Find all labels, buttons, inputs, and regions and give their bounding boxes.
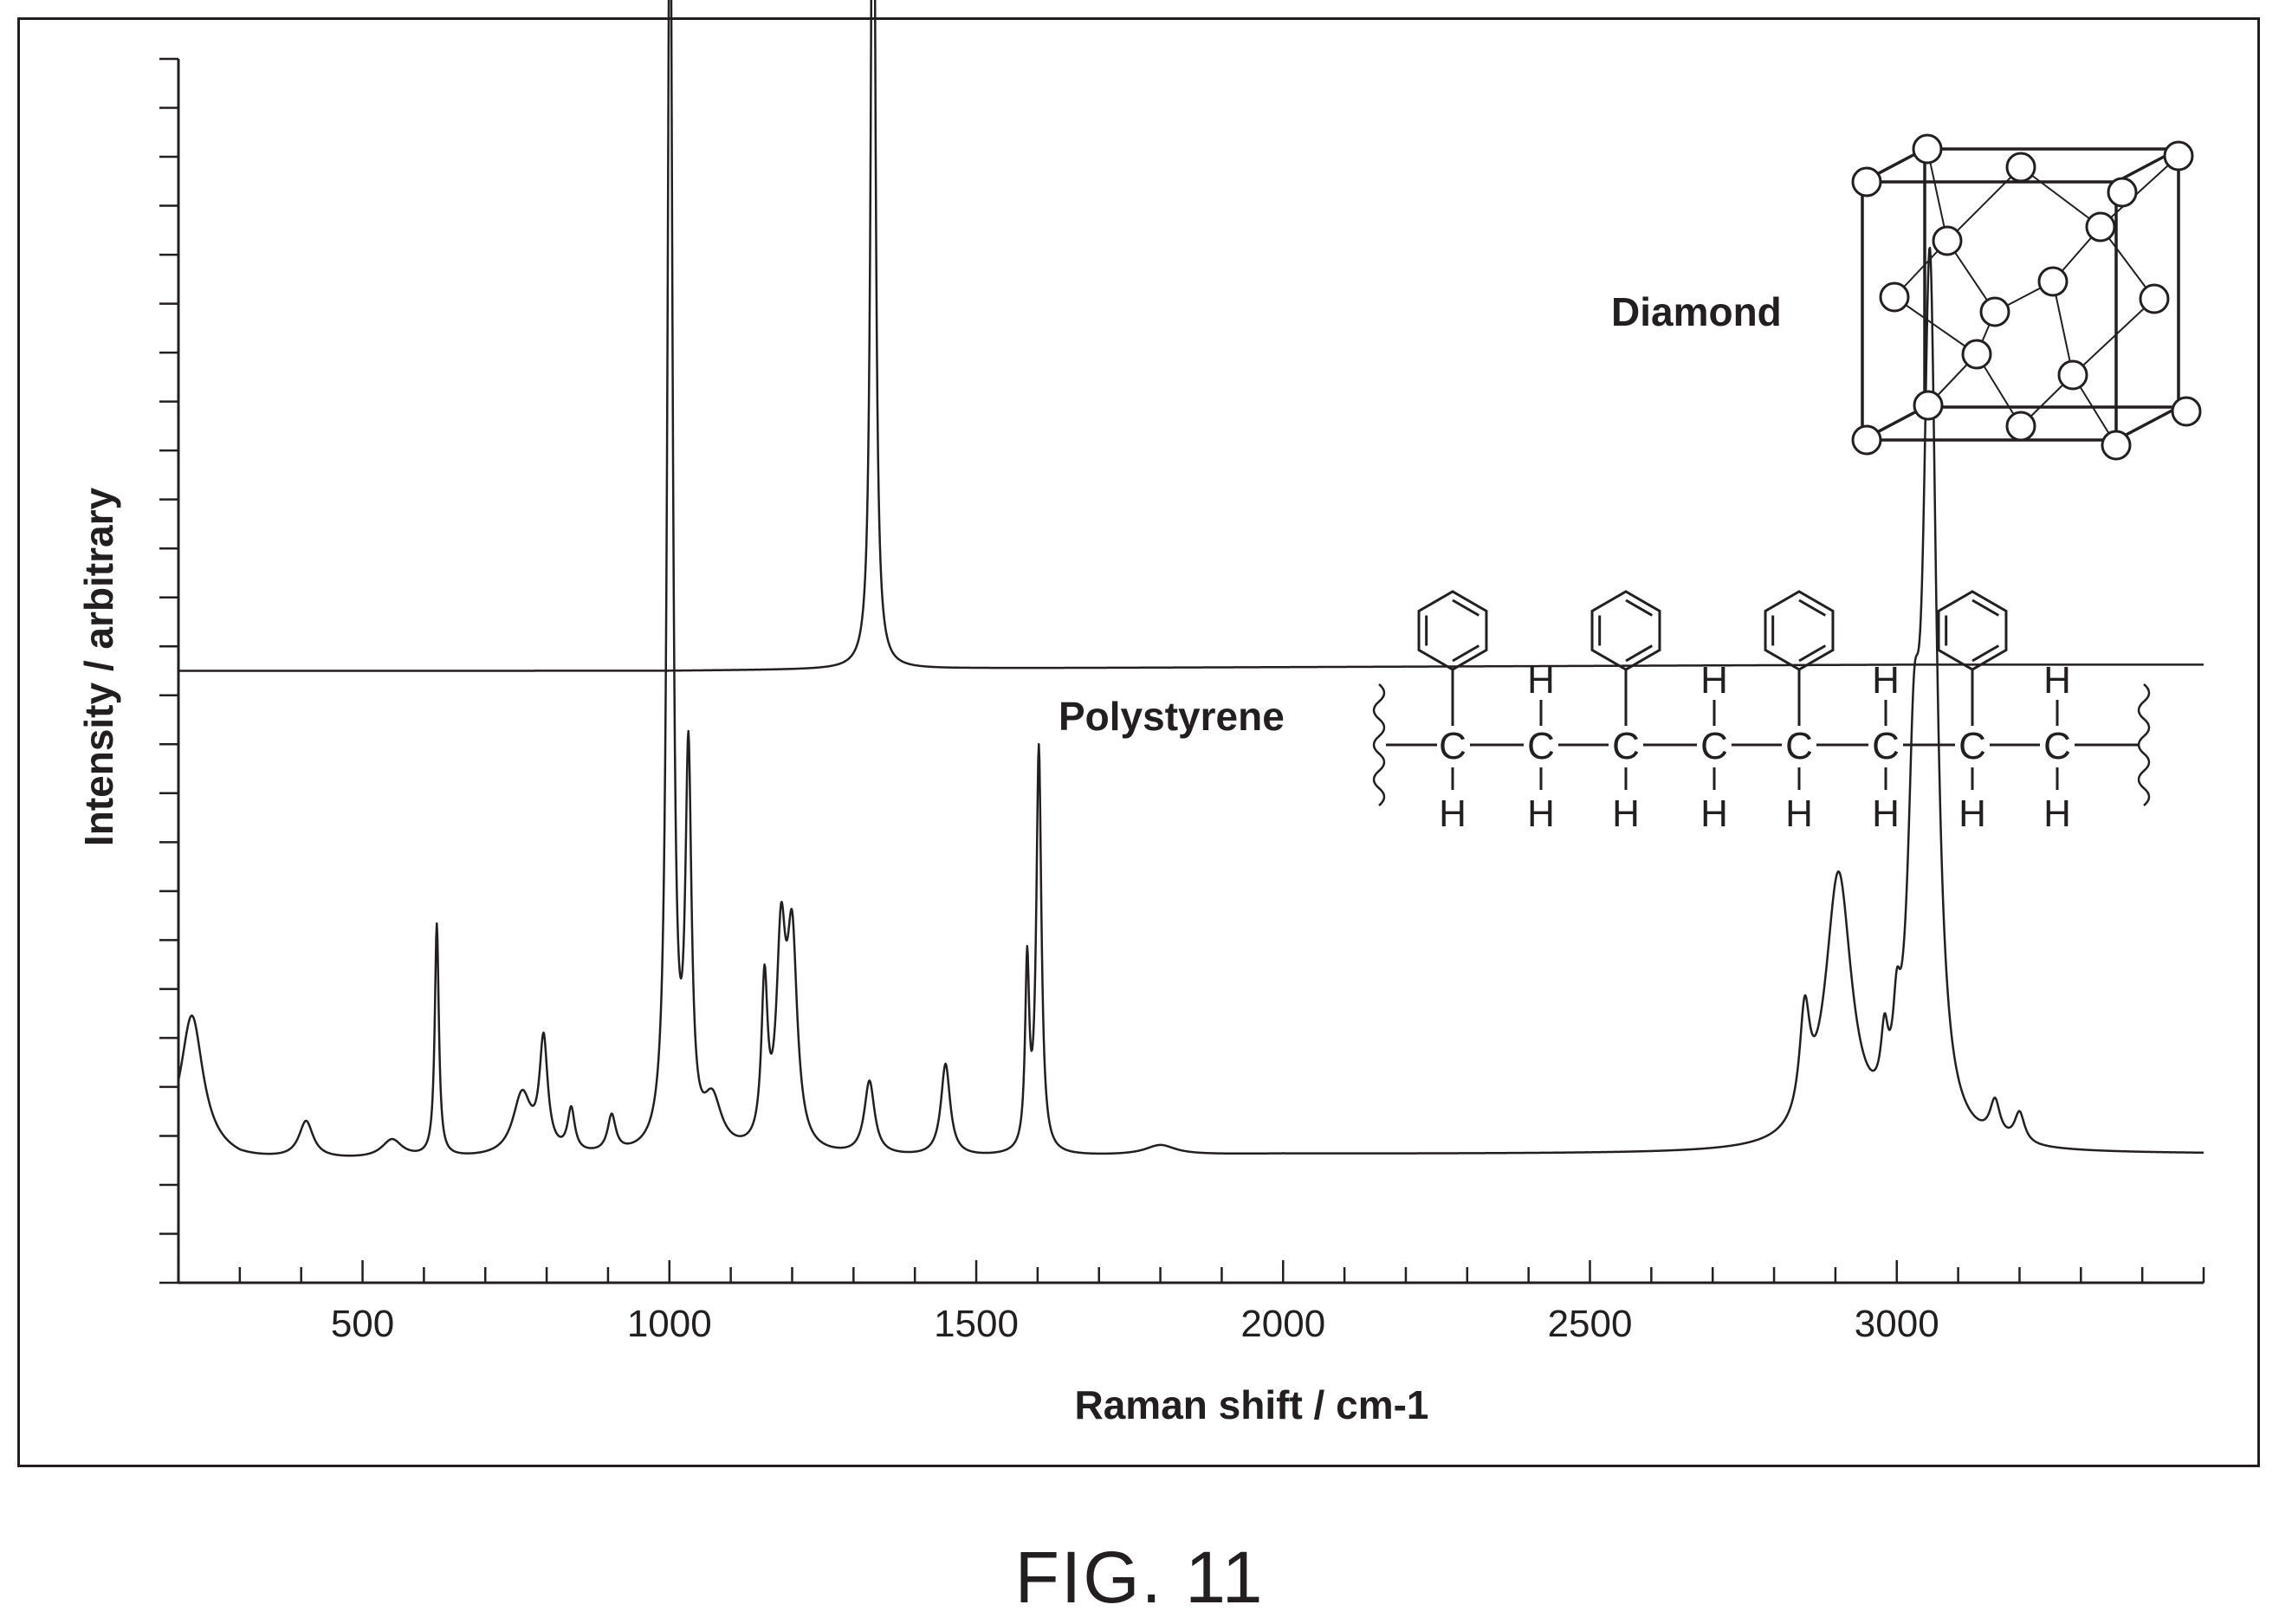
lattice-atom (2139, 283, 2170, 314)
polystyrene-label: Polystyrene (1059, 694, 1285, 739)
hydrogen-atom: H (1527, 793, 1555, 835)
figure-label: FIG. 11 (1014, 1537, 1265, 1618)
lattice-atom (2101, 430, 2132, 461)
x-tick-label: 1000 (627, 1303, 712, 1345)
phenyl-double-bond (1625, 598, 1654, 617)
lattice-atom (1851, 424, 1882, 456)
lattice-atom (1913, 390, 1944, 421)
carbon-atom: C (1612, 725, 1640, 767)
lattice-bond (2020, 166, 2101, 228)
x-tick-label: 2500 (1548, 1303, 1633, 1345)
lattice-atom (2163, 140, 2194, 171)
hydrogen-atom: H (1872, 793, 1900, 835)
phenyl-double-bond (1452, 598, 1480, 617)
x-tick-label: 3000 (1855, 1303, 1939, 1345)
hydrogen-atom: H (1959, 793, 1986, 835)
lattice-bond (2072, 298, 2155, 376)
lattice-atom (2005, 411, 2036, 442)
lattice-atom (1961, 339, 1992, 370)
x-axis-title: Raman shift / cm-1 (1075, 1382, 1429, 1427)
chain-wavy-end-left (1372, 683, 1386, 806)
x-tick-label: 2000 (1240, 1303, 1325, 1345)
phenyl-double-bond (1798, 598, 1827, 617)
lattice-atom (1851, 166, 1882, 197)
hydrogen-atom: H (1527, 659, 1555, 702)
lattice-atom (2057, 359, 2088, 391)
chain-wavy-end-right (2137, 683, 2151, 806)
carbon-atom: C (1439, 725, 1466, 767)
chart-frame (17, 17, 2260, 1467)
lattice-atom (2037, 266, 2069, 297)
carbon-atom: C (2043, 725, 2071, 767)
phenyl-double-bond (1452, 644, 1480, 663)
lattice-bond (1946, 166, 2022, 242)
lattice-atom (1979, 296, 2010, 327)
lattice-atom (1912, 133, 1943, 165)
phenyl-ring (1937, 590, 2008, 671)
lattice-bond (2052, 281, 2074, 376)
phenyl-ring (1590, 590, 1661, 671)
carbon-atom: C (1785, 725, 1813, 767)
lattice-atom (2005, 152, 2036, 183)
labels-layer: Raman shift / cm-1 Intensity / arbitrary… (76, 289, 1782, 1427)
lattice-atom (2171, 396, 2202, 427)
hydrogen-atom: H (2043, 659, 2071, 702)
series-line-polystyrene (177, 0, 2205, 1157)
lattice-atom (1932, 225, 1963, 256)
lattice-bond (1926, 148, 1948, 242)
hydrogen-atom: H (1439, 793, 1466, 835)
diamond-label: Diamond (1611, 289, 1782, 334)
phenyl-ring (1764, 590, 1835, 671)
hydrogen-atom: H (1700, 659, 1728, 702)
lattice-atom (1879, 281, 1910, 313)
series-layer (177, 0, 2205, 1157)
diamond-lattice-structure (1851, 133, 2202, 461)
carbon-atom: C (1872, 725, 1900, 767)
phenyl-double-bond (1625, 644, 1654, 663)
hydrogen-atom: H (1785, 793, 1813, 835)
hydrogen-atom: H (2043, 793, 2071, 835)
y-axis-title: Intensity / arbitrary (76, 488, 121, 847)
phenyl-double-bond (1971, 644, 2000, 663)
lattice-bond (1894, 296, 1978, 355)
phenyl-double-bond (1798, 644, 1827, 663)
x-tick-label: 1500 (934, 1303, 1019, 1345)
hydrogen-atom: H (1612, 793, 1640, 835)
lattice-atom (2107, 177, 2138, 208)
lattice-atom (2085, 211, 2116, 243)
series-line-diamond (178, 0, 2205, 672)
carbon-atom: C (1700, 725, 1728, 767)
carbon-atom: C (1959, 725, 1986, 767)
x-tick-label: 500 (331, 1303, 394, 1345)
phenyl-ring (1417, 590, 1488, 671)
phenyl-double-bond (1971, 598, 2000, 617)
hydrogen-atom: H (1700, 793, 1728, 835)
lattice-bond (2100, 155, 2179, 228)
hydrogen-atom: H (1872, 659, 1900, 702)
carbon-atom: C (1527, 725, 1555, 767)
